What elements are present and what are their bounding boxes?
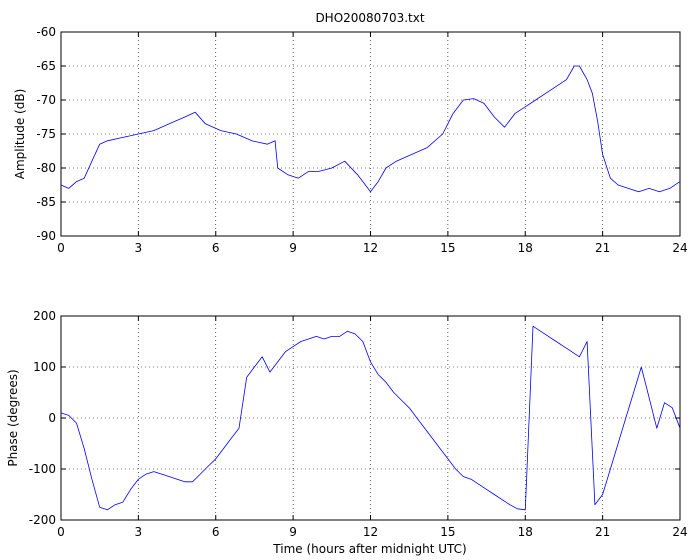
amplitude-series-line xyxy=(60,65,681,193)
amplitude-ticks: 0 3 6 9 12 15 18 21 24 -90 -85 -80 -75 -70 -65 -60 xyxy=(36,25,687,255)
phase-x-tick-label: 12 xyxy=(363,525,378,539)
phase-y-axis-label: Phase (degrees) xyxy=(6,369,20,466)
amplitude-x-tick-label: 6 xyxy=(212,241,220,255)
phase-x-tick-label: 18 xyxy=(518,525,533,539)
amplitude-y-tick-label: -80 xyxy=(36,161,56,175)
phase-x-tick-label: 0 xyxy=(57,525,65,539)
amplitude-y-tick-label: -85 xyxy=(36,195,56,209)
amplitude-x-tick-label: 15 xyxy=(440,241,455,255)
amplitude-y-tick-label: -90 xyxy=(36,229,56,243)
amplitude-x-tick-label: 9 xyxy=(289,241,297,255)
phase-x-tick-label: 21 xyxy=(595,525,610,539)
phase-y-tick-label: 200 xyxy=(33,309,56,323)
phase-plot-frame xyxy=(60,315,681,521)
phase-panel: 0 3 6 9 12 15 18 21 24 -200 -100 0 100 200 Time (hour… xyxy=(6,309,688,556)
amplitude-y-tick-label: -60 xyxy=(36,25,56,39)
amplitude-x-tick-label: 21 xyxy=(595,241,610,255)
phase-y-tick-label: 0 xyxy=(48,411,56,425)
phase-ticks: 0 3 6 9 12 15 18 21 24 -200 -100 0 100 200 xyxy=(29,309,688,539)
phase-x-tick-label: 3 xyxy=(135,525,143,539)
amplitude-y-axis-label: Amplitude (dB) xyxy=(13,89,27,180)
phase-x-axis-label: Time (hours after midnight UTC) xyxy=(272,542,466,556)
amplitude-panel: 0 3 6 9 12 15 18 21 24 -90 -85 -80 -75 -70 -65 -60 DHO2… xyxy=(13,11,688,255)
phase-y-tick-label: 100 xyxy=(33,360,56,374)
phase-y-tick-label: -200 xyxy=(29,513,56,527)
phase-y-tick-label: -100 xyxy=(29,462,56,476)
amplitude-x-tick-label: 3 xyxy=(135,241,143,255)
amplitude-x-tick-label: 24 xyxy=(672,241,687,255)
amplitude-x-tick-label: 18 xyxy=(518,241,533,255)
phase-x-tick-label: 24 xyxy=(672,525,687,539)
phase-series xyxy=(60,325,681,511)
chart-title: DHO20080703.txt xyxy=(315,11,424,25)
amplitude-x-tick-label: 0 xyxy=(57,241,65,255)
amplitude-x-tick-label: 12 xyxy=(363,241,378,255)
phase-x-tick-label: 15 xyxy=(440,525,455,539)
phase-x-tick-label: 6 xyxy=(212,525,220,539)
amplitude-series xyxy=(60,65,681,193)
phase-x-tick-label: 9 xyxy=(289,525,297,539)
amplitude-y-tick-label: -70 xyxy=(36,93,56,107)
amplitude-y-tick-label: -65 xyxy=(36,59,56,73)
amplitude-y-tick-label: -75 xyxy=(36,127,56,141)
phase-series-line xyxy=(60,325,681,511)
